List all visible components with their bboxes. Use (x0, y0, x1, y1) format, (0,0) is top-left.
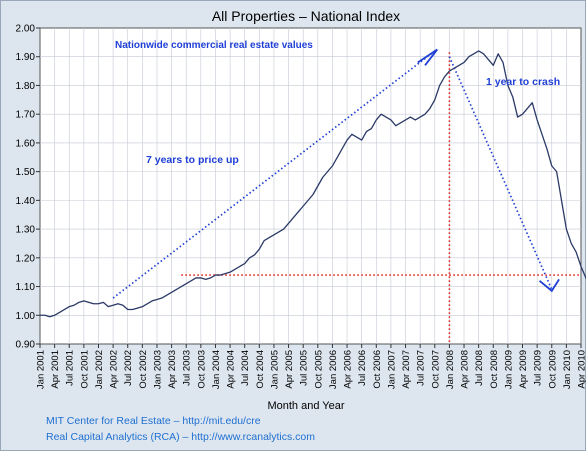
x-tick-label: Jul 2004 (240, 350, 251, 386)
plot-area (39, 27, 582, 345)
x-tick-label: Apr 2010 (577, 350, 586, 389)
reference-lines (181, 52, 581, 344)
y-tick-label: 1.50 (16, 167, 36, 178)
x-tick-label: Apr 2002 (109, 350, 120, 389)
x-tick-label: Oct 2008 (489, 350, 500, 389)
y-tick-label: 1.40 (16, 196, 36, 207)
x-tick-label: Jan 2008 (445, 350, 456, 389)
x-tick-label: Jan 2003 (152, 350, 163, 389)
x-tick-label: Apr 2009 (518, 350, 529, 389)
x-tick-label: Oct 2006 (372, 350, 383, 389)
y-tick-label: 0.90 (16, 340, 36, 351)
x-tick-label: Jul 2009 (533, 350, 544, 386)
x-tick-label: Jan 2001 (36, 350, 47, 389)
x-tick-label: Apr 2003 (167, 350, 178, 389)
y-tick-label: 2.00 (16, 24, 36, 35)
x-tick-label: Apr 2006 (343, 350, 354, 389)
x-tick-label: Jan 2007 (386, 350, 397, 389)
y-tick-label: 1.30 (16, 225, 36, 236)
x-tick-label: Apr 2001 (50, 350, 61, 389)
x-tick-label: Oct 2002 (138, 350, 149, 389)
x-tick-label: Apr 2008 (460, 350, 471, 389)
trend-arrow-up-head (417, 48, 438, 66)
x-tick-label: Jan 2002 (94, 350, 105, 389)
x-tick-label: Jan 2009 (503, 350, 514, 389)
x-tick-label: Jul 2005 (299, 350, 310, 386)
x-tick-label: Apr 2004 (226, 350, 237, 389)
y-tick-label: 1.00 (16, 311, 36, 322)
annotation-nationwide-values: Nationwide commercial real estate values (115, 40, 313, 51)
x-tick-label: Jul 2007 (416, 350, 427, 386)
annotation-crash: 1 year to crash (486, 76, 560, 88)
series-layer (40, 50, 586, 318)
x-tick-label: Oct 2007 (430, 350, 441, 389)
chart-title: All Properties – National Index (212, 8, 400, 24)
x-tick-label: Oct 2004 (255, 350, 266, 389)
x-tick-label: Apr 2007 (401, 350, 412, 389)
x-tick-label: Oct 2009 (547, 350, 558, 389)
credit-rca: Real Capital Analytics (RCA) – http://ww… (46, 431, 316, 443)
gridlines (40, 28, 581, 344)
annotation-price-up: 7 years to price up (146, 154, 239, 166)
x-tick-label: Oct 2005 (313, 350, 324, 389)
x-tick-label: Jul 2002 (123, 350, 134, 386)
series-line-national-index (40, 50, 586, 318)
x-tick-label: Jan 2010 (562, 350, 573, 389)
x-tick-label: Oct 2003 (196, 350, 207, 389)
x-tick-label: Jan 2004 (211, 350, 222, 389)
y-tick-label: 1.20 (16, 253, 36, 264)
x-tick-label: Oct 2001 (79, 350, 90, 389)
y-tick-label: 1.80 (16, 81, 36, 92)
x-tick-label: Apr 2005 (284, 350, 295, 389)
trend-arrows (112, 48, 560, 299)
trend-arrow-down-head (538, 278, 560, 293)
x-tick-label: Jul 2006 (357, 350, 368, 386)
x-axis-ticks: Jan 2001 Apr 2001 Jul 2001 Oct 2001 Jan 2002… (36, 344, 586, 389)
y-tick-label: 1.10 (16, 282, 36, 293)
x-tick-label: Jan 2005 (269, 350, 280, 389)
y-tick-label: 1.90 (16, 52, 36, 63)
y-axis-ticks: 0.90 1.00 1.10 1.20 1.30 1.40 1.50 1.60 1.70 1.80… (16, 24, 40, 351)
y-tick-label: 1.60 (16, 138, 36, 149)
y-tick-label: 1.70 (16, 110, 36, 121)
x-tick-label: Jan 2006 (328, 350, 339, 389)
x-tick-label: Jul 2001 (65, 350, 76, 386)
x-tick-label: Jul 2008 (474, 350, 485, 386)
credit-mit: MIT Center for Real Estate – http://mit.… (46, 415, 261, 427)
x-tick-label: Jul 2003 (182, 350, 193, 386)
x-axis-title: Month and Year (267, 400, 344, 412)
